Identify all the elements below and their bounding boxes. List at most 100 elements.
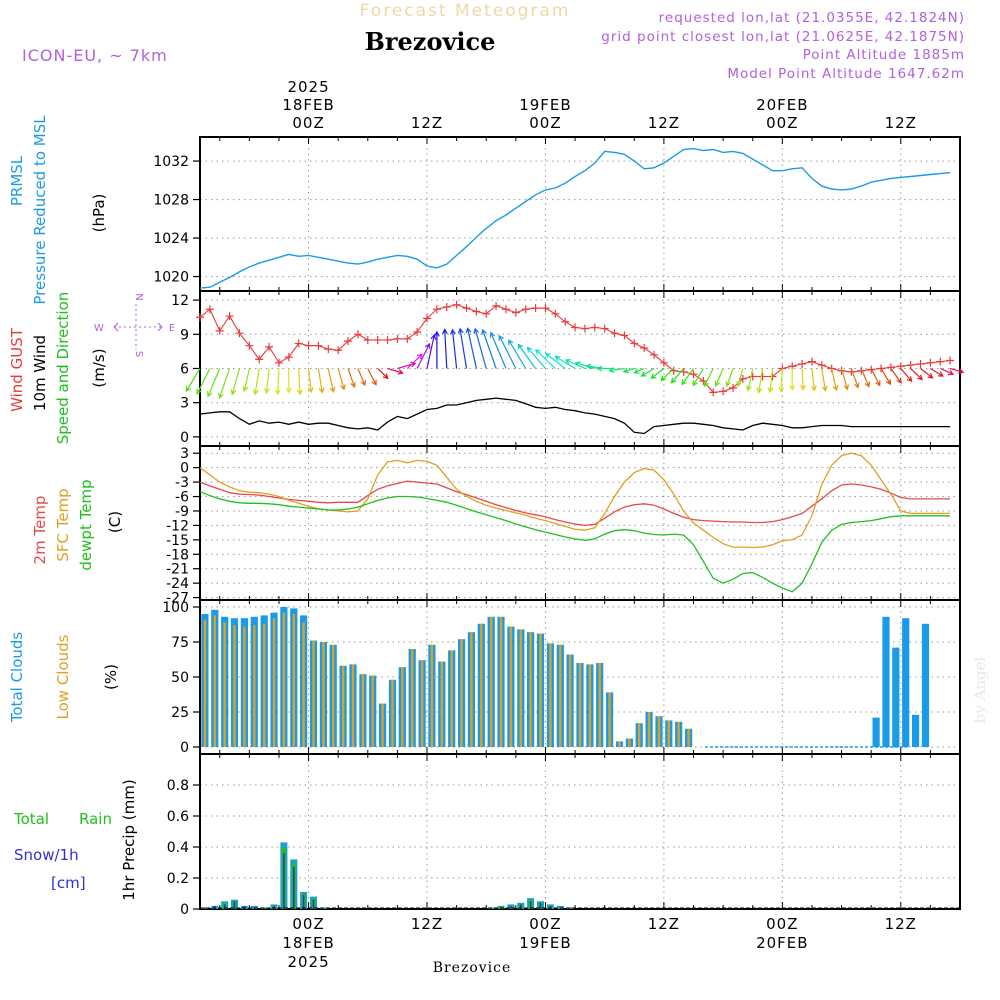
y-tick-label: 0	[180, 902, 189, 918]
gust-marker	[314, 341, 323, 350]
low-cloud-bar	[578, 663, 582, 747]
precip-snow-bar	[549, 905, 552, 909]
bottom-date-label: 18FEB	[282, 934, 334, 952]
low-cloud-bar	[490, 616, 493, 747]
wind-direction-arrow	[890, 368, 902, 384]
wind-direction-arrow	[736, 368, 744, 388]
wind-direction-arrow	[800, 368, 806, 391]
wind-direction-arrow	[920, 368, 934, 379]
precip-snow-bar	[520, 904, 522, 909]
bottom-year-label: 2025	[287, 953, 329, 971]
low-cloud-bar	[233, 625, 236, 747]
gust-marker	[521, 305, 530, 314]
gust-marker	[689, 370, 698, 379]
label-snow-unit: [cm]	[51, 874, 86, 892]
low-cloud-bar	[687, 728, 690, 747]
low-cloud-bar	[568, 654, 572, 747]
gust-marker	[719, 387, 728, 396]
gust-marker	[758, 372, 767, 381]
gust-marker	[294, 339, 303, 348]
model-altitude: Model Point Altitude 1647.62m	[727, 66, 965, 82]
y-tick-label: 0.2	[167, 871, 189, 887]
wind-direction-arrow	[377, 368, 389, 380]
y-tick-label: 1024	[153, 231, 189, 247]
y-tick-label: 3	[180, 446, 189, 462]
gust-marker	[501, 305, 510, 314]
dewpoint-line	[199, 491, 951, 593]
gust-marker	[255, 355, 264, 364]
gust-marker	[492, 301, 501, 310]
gust-marker	[926, 358, 935, 367]
compass-south: S	[133, 351, 144, 357]
low-cloud-bar	[420, 660, 424, 747]
bottom-hour-label: 12Z	[411, 915, 443, 933]
gust-marker	[205, 305, 214, 314]
gust-marker	[432, 305, 441, 314]
wind-10m-line	[199, 397, 951, 435]
precip-snow-bar	[569, 907, 571, 909]
top-year-label: 2025	[287, 78, 329, 96]
wind-direction-arrow	[703, 368, 714, 388]
precip-total-bar	[250, 905, 258, 909]
y-tick-label: -15	[166, 533, 189, 549]
gust-marker	[699, 377, 708, 386]
wind-direction-arrow	[264, 368, 270, 395]
wind-direction-arrow	[387, 367, 404, 375]
y-tick-label: -18	[166, 547, 189, 563]
y-tick-label: 0.4	[167, 840, 189, 856]
label-snow: Snow/1h	[14, 846, 79, 864]
compass-east: E	[169, 323, 175, 334]
wind-direction-arrow	[860, 368, 870, 388]
wind-direction-arrow	[207, 368, 221, 398]
bottom-date-label: 19FEB	[519, 934, 571, 952]
y-tick-label: 0	[180, 461, 189, 477]
gust-marker	[650, 350, 659, 359]
y-tick-label: 9	[180, 327, 189, 343]
gust-marker	[363, 336, 372, 345]
gust-marker	[373, 336, 382, 345]
wind-direction-arrow	[218, 368, 231, 399]
gust-marker	[640, 343, 649, 352]
low-cloud-bar	[263, 623, 266, 747]
panel-frame	[199, 136, 961, 292]
total-cloud-bar	[902, 618, 910, 747]
top-date-label: 18FEB	[282, 96, 334, 114]
y-tick-label: -24	[166, 576, 189, 592]
gust-marker	[659, 358, 668, 367]
wind-direction-arrow	[949, 367, 965, 374]
gust-marker	[423, 314, 432, 323]
wind-direction-arrow	[544, 352, 566, 369]
gust-marker	[798, 359, 807, 368]
low-cloud-bar	[677, 721, 680, 747]
wind-direction-arrow	[526, 346, 546, 369]
low-cloud-bar	[450, 650, 453, 747]
wind-compass: W E N S	[94, 293, 175, 357]
precip-snow-bar	[293, 867, 295, 909]
low-cloud-bar	[608, 692, 611, 747]
total-cloud-bar	[892, 647, 900, 747]
wind-direction-arrow	[681, 368, 694, 386]
compass-west: W	[94, 323, 104, 334]
wind-direction-arrow	[789, 368, 796, 391]
gust-marker	[403, 334, 412, 343]
low-cloud-bar	[519, 629, 522, 747]
precip-snow-bar	[529, 901, 532, 910]
gust-marker	[748, 372, 757, 381]
wind-direction-arrow	[498, 334, 517, 369]
total-cloud-bar	[872, 717, 880, 747]
low-cloud-bar	[638, 723, 641, 747]
gust-marker	[472, 307, 481, 316]
low-cloud-bar	[667, 720, 670, 747]
precip-snow-bar	[263, 907, 265, 909]
gust-marker	[225, 312, 234, 321]
y-tick-label: 12	[171, 293, 189, 309]
bottom-date-label: 20FEB	[756, 934, 808, 952]
panel-frame	[199, 753, 961, 910]
wind-direction-arrow	[692, 368, 704, 387]
low-cloud-bar	[499, 616, 503, 747]
gust-marker	[482, 309, 491, 318]
y-tick-label: 0.6	[167, 809, 189, 825]
wind-direction-arrow	[633, 367, 645, 374]
clouds-panel: 0 25 50 75 100	[162, 599, 961, 756]
